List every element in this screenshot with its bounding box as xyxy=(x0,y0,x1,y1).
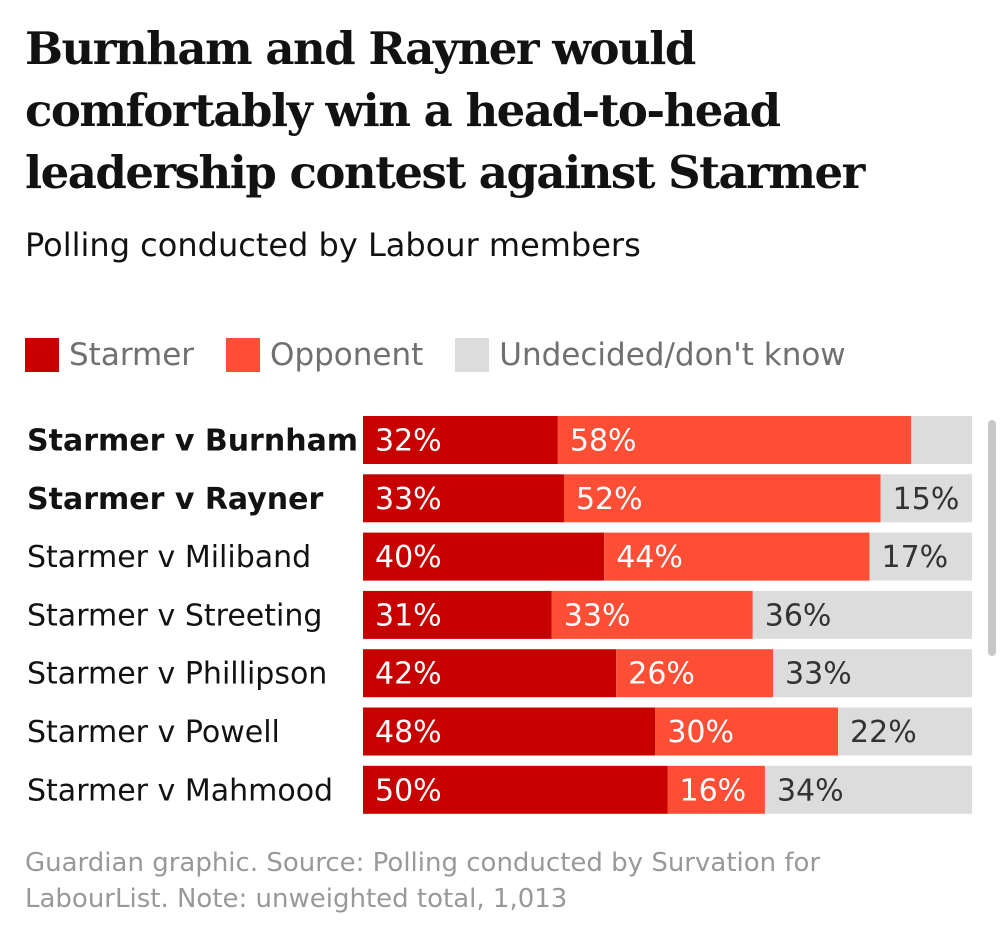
legend-item: Undecided/don't know xyxy=(455,337,846,373)
value-label: 17% xyxy=(881,540,948,575)
bar-segment xyxy=(604,532,870,581)
bar-segment xyxy=(764,765,972,814)
legend-item: Opponent xyxy=(226,337,423,373)
value-label: 22% xyxy=(850,715,917,750)
legend-item: Starmer xyxy=(25,337,194,373)
bar-segment xyxy=(667,765,765,814)
bar-segment xyxy=(655,707,839,756)
legend-label: Opponent xyxy=(270,337,424,373)
bar-segment xyxy=(838,707,972,756)
category-label: Starmer v Rayner xyxy=(27,482,324,517)
bar-segment xyxy=(869,532,972,581)
legend: Starmer Opponent Undecided/don't know xyxy=(25,337,846,373)
legend-swatch xyxy=(25,338,59,372)
bar-segment xyxy=(773,649,972,698)
value-label: 16% xyxy=(680,773,747,808)
category-label: Starmer v Mahmood xyxy=(27,773,333,808)
bar-segment xyxy=(363,532,605,581)
value-label: 26% xyxy=(628,657,695,692)
bar-segment xyxy=(752,590,972,639)
bar-segment xyxy=(363,474,564,523)
value-label: 33% xyxy=(375,482,442,517)
category-label: Starmer v Powell xyxy=(27,715,280,750)
chart-subtitle: Polling conducted by Labour members xyxy=(25,226,641,264)
chart: Starmer v Burnham 32% 58% Starmer v Rayner 3… xyxy=(27,416,972,814)
value-label: 34% xyxy=(777,773,844,808)
bar-segment xyxy=(911,416,972,464)
value-label: 50% xyxy=(375,773,442,808)
category-label: Starmer v Phillipson xyxy=(27,657,327,692)
value-label: 44% xyxy=(616,540,683,575)
legend-swatch xyxy=(226,338,261,372)
bar-segment xyxy=(363,649,617,698)
value-label: 42% xyxy=(375,657,442,692)
bar-segment xyxy=(363,416,558,464)
bar-segment xyxy=(363,707,656,756)
scrollbar xyxy=(988,420,996,656)
value-label: 48% xyxy=(375,715,442,750)
value-label: 40% xyxy=(375,540,442,575)
category-label: Starmer v Burnham xyxy=(27,424,358,459)
legend-label: Undecided/don't know xyxy=(499,337,846,373)
bar-segment xyxy=(616,649,774,698)
bar-segment xyxy=(363,765,668,814)
bar-segment xyxy=(563,474,881,523)
bar-segment xyxy=(557,416,912,464)
bar-segment xyxy=(880,474,972,523)
value-label: 30% xyxy=(667,715,734,750)
value-label: 33% xyxy=(564,598,631,633)
value-label: 32% xyxy=(375,424,442,459)
value-label: 31% xyxy=(375,598,442,633)
bar-segment xyxy=(363,590,552,639)
value-label: 52% xyxy=(576,482,643,517)
source-note: Guardian graphic. Source: Polling conduc… xyxy=(25,848,821,914)
category-label: Starmer v Miliband xyxy=(27,540,311,575)
value-label: 36% xyxy=(765,598,832,633)
legend-swatch xyxy=(455,338,490,372)
value-label: 33% xyxy=(785,657,852,692)
value-label: 15% xyxy=(893,482,960,517)
value-label: 58% xyxy=(570,424,637,459)
category-label: Starmer v Streeting xyxy=(27,598,322,633)
legend-label: Starmer xyxy=(69,337,195,373)
bar-segment xyxy=(551,590,753,639)
chart-title: Burnham and Rayner would comfortably win… xyxy=(25,22,865,199)
